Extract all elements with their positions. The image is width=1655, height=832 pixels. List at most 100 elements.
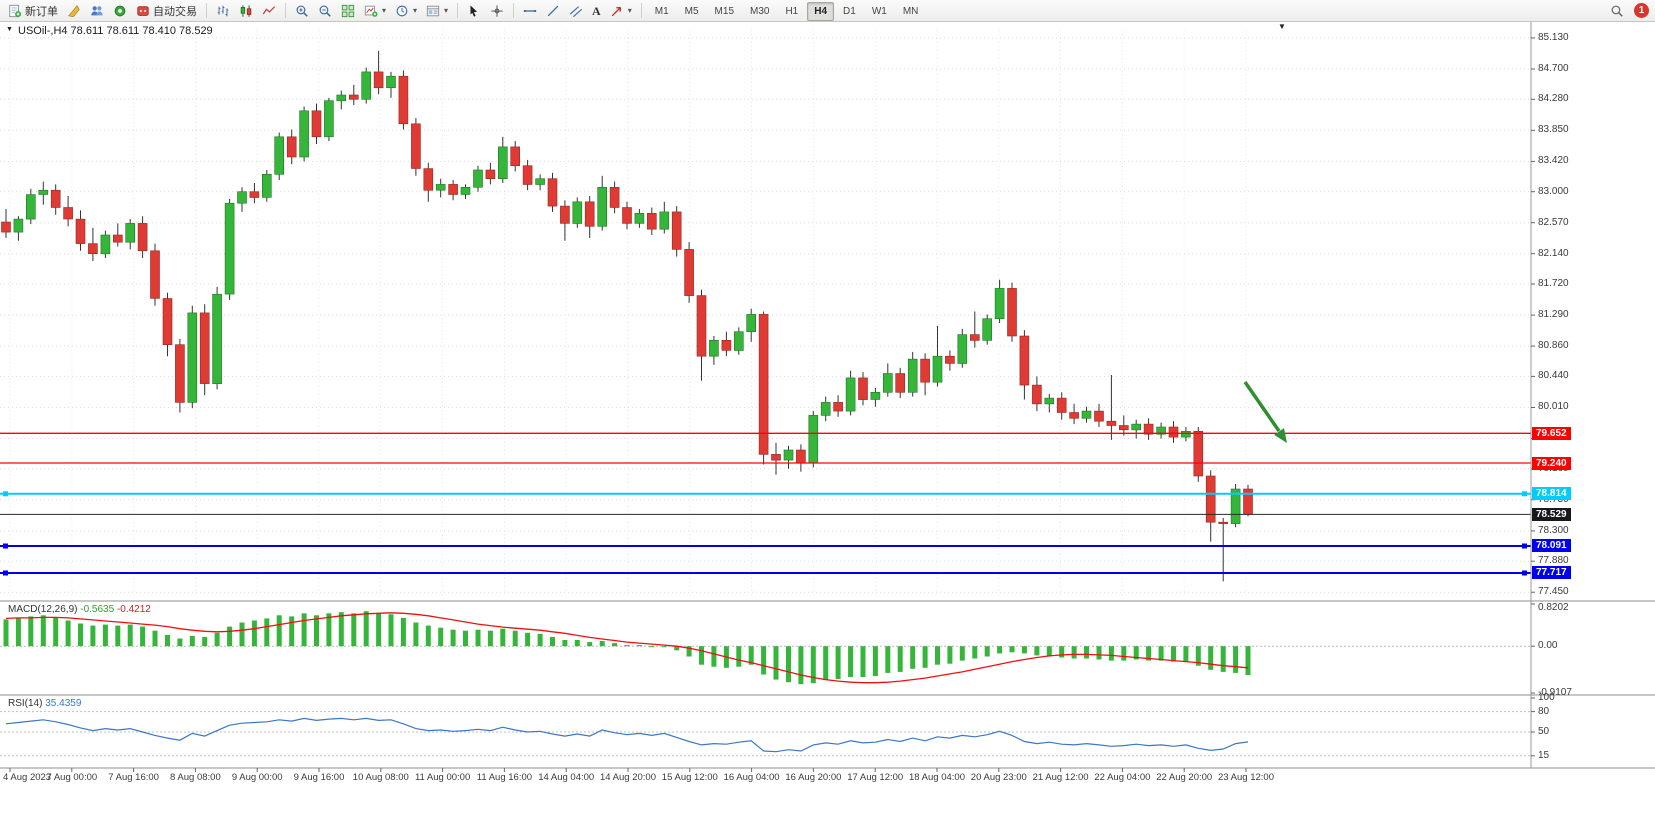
candle bbox=[1143, 423, 1154, 435]
timeframe-button-mn[interactable]: MN bbox=[902, 5, 919, 17]
chart-shift-marker-icon[interactable]: ▼ bbox=[1278, 22, 1286, 31]
new-chart-button[interactable]: ▾ bbox=[360, 1, 390, 20]
trend-arrow[interactable] bbox=[1243, 381, 1287, 443]
templates-button[interactable]: ▾ bbox=[422, 1, 452, 20]
toolbar-separator bbox=[206, 3, 207, 18]
candle bbox=[622, 207, 632, 224]
candle bbox=[386, 75, 396, 89]
candle-series[interactable] bbox=[1, 50, 1253, 582]
cursor-icon bbox=[467, 4, 481, 18]
timeframe-button-m30[interactable]: M30 bbox=[750, 5, 770, 17]
candle bbox=[13, 218, 24, 233]
price-badge-78.814: 78.814 bbox=[1532, 487, 1571, 501]
time-tick-label: 14 Aug 04:00 bbox=[538, 772, 595, 783]
time-tick-label: 17 Aug 12:00 bbox=[847, 772, 904, 783]
candle bbox=[957, 334, 968, 364]
candle bbox=[808, 415, 819, 464]
candle bbox=[547, 178, 558, 207]
macd-name: MACD(12,26,9) bbox=[8, 604, 78, 615]
text-tool-icon: A bbox=[592, 3, 601, 18]
new-order-button[interactable]: 新订单 bbox=[4, 1, 62, 20]
arrows-tool-button[interactable]: ▾ bbox=[606, 1, 636, 20]
chevron-down-icon: ▾ bbox=[627, 6, 632, 15]
macd-value: -0.5635 bbox=[80, 604, 115, 615]
price-tick-label: 80.010 bbox=[1538, 401, 1569, 413]
trendline-tool-button[interactable] bbox=[542, 1, 564, 20]
candle bbox=[88, 243, 98, 255]
candle bbox=[435, 184, 446, 191]
rsi-name: RSI(14) bbox=[8, 698, 43, 709]
macd-pane[interactable] bbox=[0, 611, 1531, 685]
candle bbox=[560, 205, 570, 224]
rsi-pane[interactable] bbox=[0, 711, 1531, 757]
timeframe-button-w1[interactable]: W1 bbox=[871, 5, 887, 17]
search-button[interactable] bbox=[1606, 1, 1628, 20]
autotrading-button[interactable]: 自动交易 bbox=[132, 1, 201, 20]
horizontal-line-tool-button[interactable] bbox=[519, 1, 541, 20]
candle bbox=[324, 100, 334, 138]
periods-clock-button[interactable]: ▾ bbox=[391, 1, 421, 20]
zoom-in-icon bbox=[295, 4, 309, 18]
crosshair-button[interactable] bbox=[486, 1, 508, 20]
collapse-triangle-icon[interactable]: ▼ bbox=[6, 26, 13, 33]
chevron-down-icon: ▾ bbox=[444, 6, 449, 15]
timeframe-button-m15[interactable]: M15 bbox=[714, 5, 734, 17]
rsi-tick-label: 15 bbox=[1538, 749, 1550, 761]
candle bbox=[920, 358, 930, 383]
time-tick-label: 9 Aug 16:00 bbox=[293, 772, 345, 783]
toolbar-separator bbox=[457, 3, 459, 18]
text-tool-button[interactable]: A bbox=[588, 1, 605, 20]
zoom-out-button[interactable] bbox=[314, 1, 336, 20]
price-badge-79.240: 79.240 bbox=[1532, 456, 1571, 470]
price-tick-label: 81.290 bbox=[1538, 309, 1569, 321]
candle bbox=[820, 402, 831, 416]
candle bbox=[758, 314, 769, 455]
tile-windows-button[interactable] bbox=[337, 1, 359, 20]
panel-separators[interactable] bbox=[0, 600, 1655, 769]
toolbar-right-cluster: 1 bbox=[1606, 1, 1651, 20]
notification-badge[interactable]: 1 bbox=[1634, 3, 1649, 18]
line-chart-button[interactable] bbox=[258, 1, 280, 20]
community-button[interactable] bbox=[86, 1, 108, 20]
candle bbox=[609, 187, 620, 208]
candle bbox=[733, 331, 744, 351]
new-chart-icon bbox=[364, 4, 378, 18]
candle bbox=[50, 189, 61, 208]
candle bbox=[597, 187, 608, 227]
new-order-label: 新订单 bbox=[25, 5, 58, 18]
timeframe-button-m1[interactable]: M1 bbox=[654, 5, 669, 17]
toolbar-separator bbox=[513, 3, 515, 18]
price-badge-77.717: 77.717 bbox=[1532, 566, 1571, 580]
time-tick-label: 11 Aug 00:00 bbox=[414, 772, 471, 783]
candle bbox=[696, 295, 707, 357]
bar-chart-button[interactable] bbox=[212, 1, 234, 20]
rsi-line bbox=[5, 717, 1249, 753]
price-tick-label: 80.860 bbox=[1538, 340, 1569, 352]
timeframe-button-d1[interactable]: D1 bbox=[843, 5, 856, 17]
candlestick-chart-button[interactable] bbox=[235, 1, 257, 20]
time-tick-label: 9 Aug 00:00 bbox=[231, 772, 283, 783]
candle bbox=[1081, 410, 1092, 419]
timeframe-button-m5[interactable]: M5 bbox=[684, 5, 699, 17]
new-order-icon bbox=[8, 4, 22, 18]
zoom-in-button[interactable] bbox=[291, 1, 313, 20]
chart-canvas[interactable] bbox=[0, 22, 1655, 832]
tile-windows-icon bbox=[341, 4, 355, 18]
candle bbox=[1193, 430, 1204, 477]
channel-tool-button[interactable] bbox=[565, 1, 587, 20]
wizard-button[interactable] bbox=[63, 1, 85, 20]
candle bbox=[286, 136, 297, 158]
candle bbox=[473, 169, 483, 188]
timeframe-button-h4[interactable]: H4 bbox=[807, 1, 835, 21]
timeframe-button-h1[interactable]: H1 bbox=[785, 5, 799, 17]
time-tick-label: 14 Aug 20:00 bbox=[600, 772, 656, 783]
grid bbox=[0, 30, 1531, 598]
candle bbox=[199, 312, 210, 384]
time-tick-label: 10 Aug 08:00 bbox=[352, 772, 409, 783]
support-button[interactable] bbox=[109, 1, 131, 20]
price-tick-label: 82.140 bbox=[1538, 247, 1569, 259]
cursor-button[interactable] bbox=[463, 1, 485, 20]
horizontal-line-objects[interactable] bbox=[0, 432, 1531, 576]
candle bbox=[261, 174, 272, 198]
crosshair-icon bbox=[490, 4, 504, 18]
